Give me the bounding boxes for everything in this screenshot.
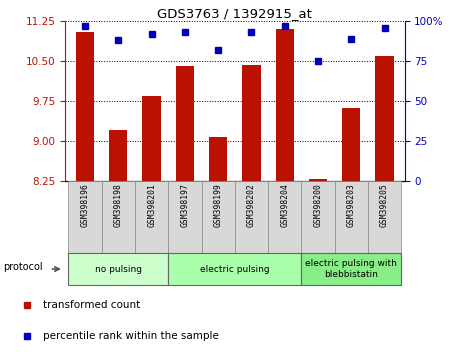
Bar [135,181,168,253]
Bar [335,181,368,253]
Text: no pulsing: no pulsing [95,264,142,274]
Bar [242,65,260,181]
Text: percentile rank within the sample: percentile rank within the sample [43,331,219,342]
Text: GSM398205: GSM398205 [380,183,389,227]
Text: GSM398198: GSM398198 [114,183,123,227]
Bar [342,108,360,181]
Bar [142,96,161,181]
Text: GSM398197: GSM398197 [180,183,189,227]
Bar [309,179,327,181]
Bar [368,181,401,253]
Bar [102,181,135,253]
Bar [201,181,235,253]
Text: GSM398196: GSM398196 [80,183,90,227]
Text: protocol: protocol [3,262,43,273]
Text: electric pulsing: electric pulsing [200,264,270,274]
Bar [168,253,301,285]
Bar [268,181,301,253]
Bar [109,130,127,181]
Bar [168,181,201,253]
Bar [176,66,194,181]
Bar [235,181,268,253]
Bar [68,253,168,285]
Bar [301,253,401,285]
Bar [209,137,227,181]
Text: GSM398201: GSM398201 [147,183,156,227]
Text: electric pulsing with
blebbistatin: electric pulsing with blebbistatin [306,259,397,279]
Title: GDS3763 / 1392915_at: GDS3763 / 1392915_at [157,7,312,20]
Bar [375,56,394,181]
Bar [301,181,335,253]
Bar [276,29,294,181]
Text: GSM398199: GSM398199 [214,183,223,227]
Text: transformed count: transformed count [43,299,140,310]
Text: GSM398202: GSM398202 [247,183,256,227]
Bar [76,32,94,181]
Text: GSM398203: GSM398203 [347,183,356,227]
Bar [68,181,102,253]
Text: GSM398200: GSM398200 [313,183,323,227]
Text: GSM398204: GSM398204 [280,183,289,227]
